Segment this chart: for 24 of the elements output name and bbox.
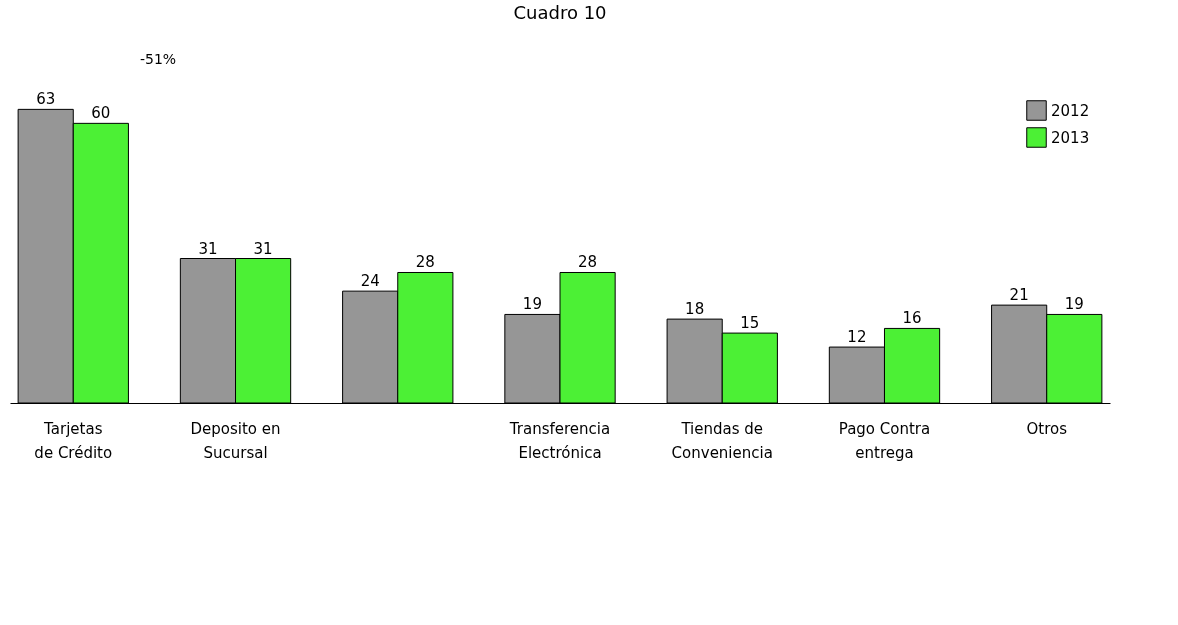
data-label: 31	[253, 239, 273, 258]
legend-label: 2013	[1051, 128, 1090, 147]
chart-title: Cuadro 10	[513, 2, 607, 23]
data-label: 63	[36, 90, 56, 109]
x-tick-label: Otros	[1026, 419, 1068, 438]
data-label: 19	[1064, 295, 1084, 314]
data-label: 28	[415, 253, 435, 272]
data-label: 28	[578, 253, 598, 272]
data-label: 19	[522, 295, 542, 314]
data-label: 18	[685, 300, 705, 319]
text: -51%	[139, 51, 177, 67]
legend-label: 2012	[1051, 101, 1090, 120]
data-label: 21	[1009, 286, 1029, 305]
x-tick-label: Deposito en Sucursal	[190, 419, 281, 462]
data-label: 31	[198, 239, 218, 258]
data-label: 24	[360, 272, 380, 291]
x-tick-label: Pago Contra entrega	[838, 419, 931, 462]
x-tick-label: Tiendas de Conveniencia	[671, 419, 773, 462]
x-tick-label: Tarjetas de Crédito	[34, 419, 113, 462]
data-label: 15	[740, 314, 760, 333]
x-tick-label: Transferencia Electrónica	[508, 419, 611, 462]
data-label: 60	[91, 104, 111, 123]
data-label: 16	[902, 309, 922, 328]
data-label: 12	[847, 328, 867, 347]
